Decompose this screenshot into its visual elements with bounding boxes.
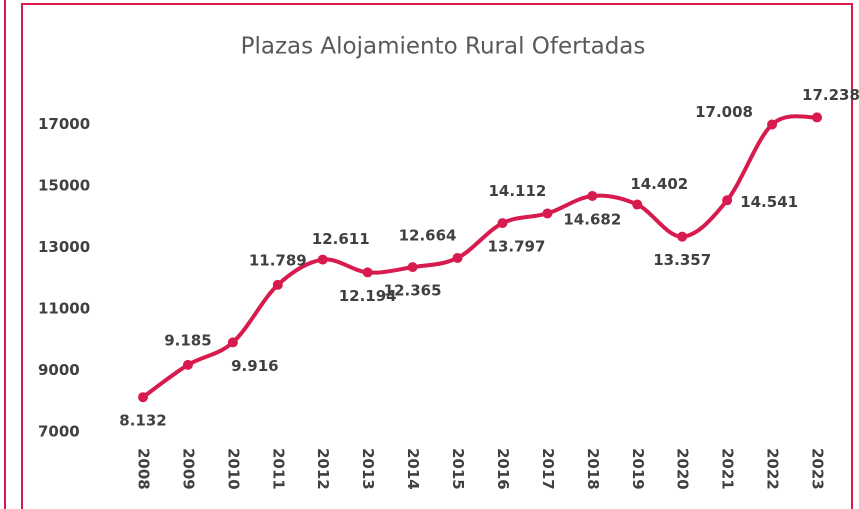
y-tick-label: 7000: [38, 423, 80, 441]
data-label: 12.365: [384, 282, 442, 300]
y-tick-label: 15000: [38, 177, 90, 195]
data-label: 8.132: [119, 412, 166, 430]
x-tick-label: 2019: [629, 448, 647, 490]
data-label: 13.357: [653, 251, 711, 269]
x-tick-label: 2023: [809, 448, 827, 490]
y-tick-label: 13000: [38, 238, 90, 256]
point: [677, 231, 688, 242]
data-label: 14.541: [740, 193, 798, 211]
y-tick-label: 17000: [38, 115, 90, 133]
point: [227, 337, 238, 348]
data-label: 13.797: [488, 238, 546, 256]
x-tick-label: 2013: [359, 448, 377, 490]
point: [632, 199, 643, 210]
x-tick-label: 2009: [179, 448, 197, 490]
x-tick-label: 2022: [764, 448, 782, 490]
point: [497, 218, 508, 229]
x-tick-label: 2018: [584, 448, 602, 490]
x-tick-label: 2008: [135, 448, 153, 490]
x-tick-label: 2011: [269, 448, 287, 490]
x-tick-label: 2021: [719, 448, 737, 490]
point: [317, 254, 328, 265]
x-tick-label: 2010: [224, 448, 242, 490]
point: [452, 252, 463, 263]
point: [587, 190, 598, 201]
data-label: 12.664: [399, 226, 457, 244]
data-label: 9.185: [164, 331, 211, 349]
point: [182, 359, 193, 370]
point: [542, 208, 553, 219]
chart-title: Plazas Alojamiento Rural Ofertadas: [241, 34, 646, 60]
data-label: 14.402: [630, 175, 688, 193]
data-label: 14.682: [563, 210, 621, 228]
point: [407, 262, 418, 273]
point: [272, 279, 283, 290]
point: [767, 119, 778, 130]
x-tick-label: 2016: [494, 448, 512, 490]
y-tick-label: 9000: [38, 361, 80, 379]
data-label: 17.008: [695, 103, 753, 121]
point: [812, 112, 822, 123]
x-tick-label: 2017: [539, 448, 557, 490]
y-tick-label: 11000: [38, 300, 90, 318]
data-label: 17.238: [802, 86, 859, 104]
x-tick-label: 2015: [449, 448, 467, 490]
data-label: 12.611: [312, 230, 370, 248]
data-label: 14.112: [488, 182, 546, 200]
data-label: 12.194: [339, 287, 397, 305]
x-tick-label: 2012: [314, 448, 332, 490]
data-label: 11.789: [249, 251, 307, 269]
line: [141, 114, 819, 400]
point: [722, 195, 733, 206]
x-tick-label: 2014: [404, 448, 422, 490]
data-label: 9.916: [231, 357, 278, 375]
x-tick-label: 2020: [674, 448, 692, 490]
chart-frame: [21, 3, 853, 509]
point: [362, 267, 373, 278]
point: [138, 392, 148, 403]
